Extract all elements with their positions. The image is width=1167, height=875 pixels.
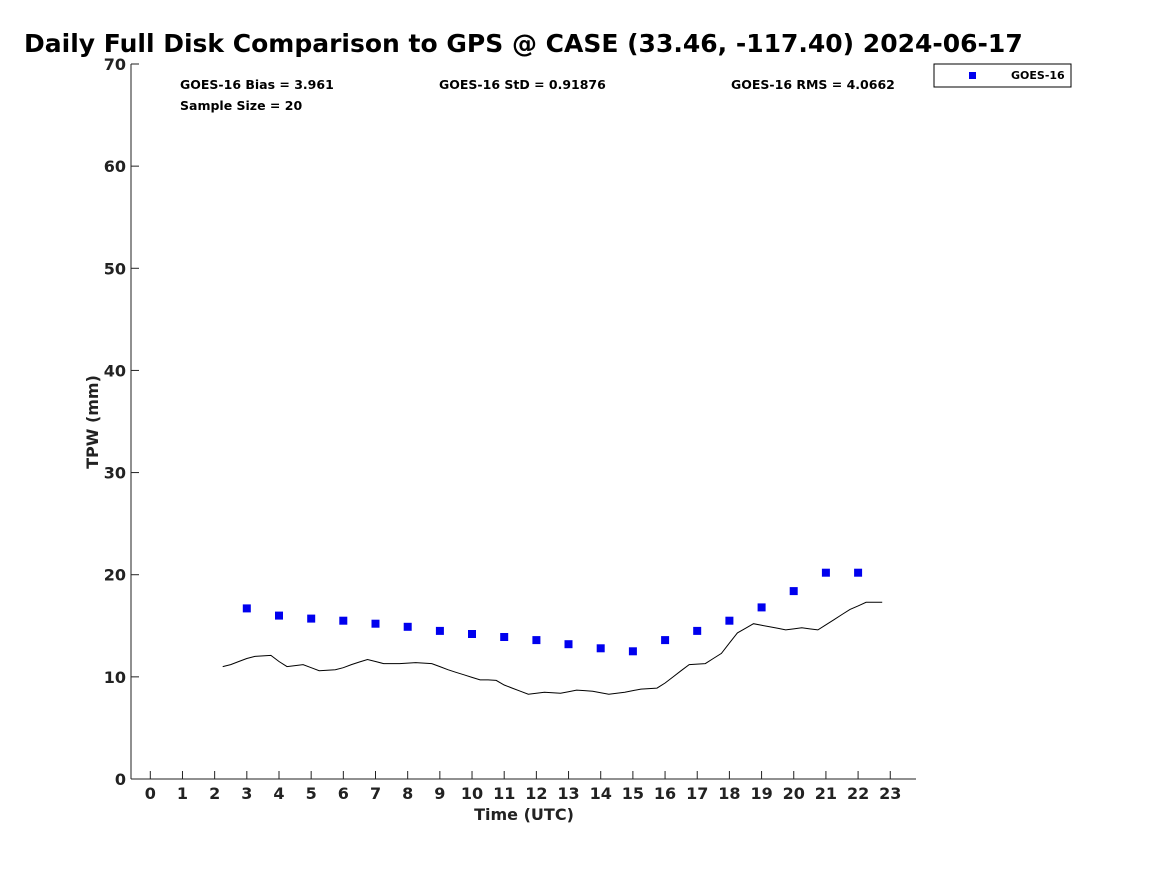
chart-title: Daily Full Disk Comparison to GPS @ CASE… [24, 29, 1023, 58]
goes16-data-point [821, 568, 830, 577]
y-tick-label: 40 [104, 361, 126, 380]
x-tick-label: 23 [879, 784, 901, 803]
goes16-data-point [242, 604, 251, 613]
goes16-data-point [596, 644, 605, 653]
y-tick-label: 10 [104, 668, 126, 687]
axes: 0 1 2 3 4 5 6 7 8 9 10 11 12 13 14 15 16 17 18 19 20 21 22 2301… [104, 55, 916, 803]
goes16-data-point [468, 630, 476, 638]
x-axis-label: Time (UTC) [474, 805, 574, 824]
x-tick-label: 19 [750, 784, 772, 803]
x-tick-label: 9 [434, 784, 445, 803]
y-tick-label: 60 [104, 157, 126, 176]
goes16-data-point [661, 636, 670, 645]
legend-marker-square [969, 72, 976, 79]
std-stat: GOES-16 StD = 0.91876 [439, 77, 606, 92]
x-tick-label: 8 [402, 784, 413, 803]
x-tick-label: 7 [370, 784, 381, 803]
legend: GOES-16 [933, 63, 1072, 88]
goes16-data-point [275, 611, 283, 620]
y-axis-label: TPW (mm) [83, 375, 102, 469]
goes16-data-point [564, 640, 573, 649]
goes16-marker-layer [242, 568, 863, 656]
goes16-data-point [403, 622, 412, 631]
y-tick-label: 20 [104, 566, 126, 585]
goes16-data-point [854, 568, 863, 577]
goes16-data-point [500, 633, 509, 641]
goes16-data-point [789, 587, 798, 596]
goes16-data-point [307, 614, 316, 623]
y-tick-label: 70 [104, 55, 126, 74]
legend-box [933, 63, 1072, 88]
goes16-data-point [725, 616, 734, 625]
goes16-data-point [532, 636, 541, 645]
goes16-data-point [339, 616, 348, 625]
sample-size-stat: Sample Size = 20 [180, 98, 302, 113]
y-tick-label: 0 [115, 770, 126, 789]
x-tick-label: 17 [686, 784, 708, 803]
x-tick-label: 11 [493, 784, 515, 803]
rms-stat: GOES-16 RMS = 4.0662 [731, 77, 895, 92]
x-tick-label: 6 [338, 784, 349, 803]
x-tick-label: 16 [654, 784, 676, 803]
legend-label-goes16: GOES-16 [1011, 69, 1065, 82]
y-tick-label: 30 [104, 464, 126, 483]
x-tick-label: 12 [525, 784, 547, 803]
goes16-data-point [757, 603, 766, 612]
y-tick-label: 50 [104, 259, 126, 278]
x-tick-label: 20 [783, 784, 805, 803]
x-tick-label: 1 [177, 784, 188, 803]
x-tick-label: 22 [847, 784, 869, 803]
goes16-data-point [435, 626, 444, 635]
x-tick-label: 18 [718, 784, 740, 803]
x-tick-label: 15 [622, 784, 644, 803]
goes16-data-point [693, 626, 702, 635]
x-tick-label: 3 [241, 784, 252, 803]
gps-tpw-line [222, 601, 883, 695]
goes16-data-point [371, 619, 380, 628]
x-tick-label: 10 [461, 784, 483, 803]
x-tick-label: 21 [815, 784, 837, 803]
x-tick-label: 2 [209, 784, 220, 803]
x-tick-label: 14 [590, 784, 612, 803]
bias-stat: GOES-16 Bias = 3.961 [180, 77, 334, 92]
gps-line-layer [222, 601, 883, 695]
x-tick-label: 0 [145, 784, 156, 803]
goes16-data-point [628, 647, 637, 656]
x-tick-label: 4 [273, 784, 284, 803]
x-tick-label: 13 [557, 784, 579, 803]
x-tick-label: 5 [306, 784, 317, 803]
